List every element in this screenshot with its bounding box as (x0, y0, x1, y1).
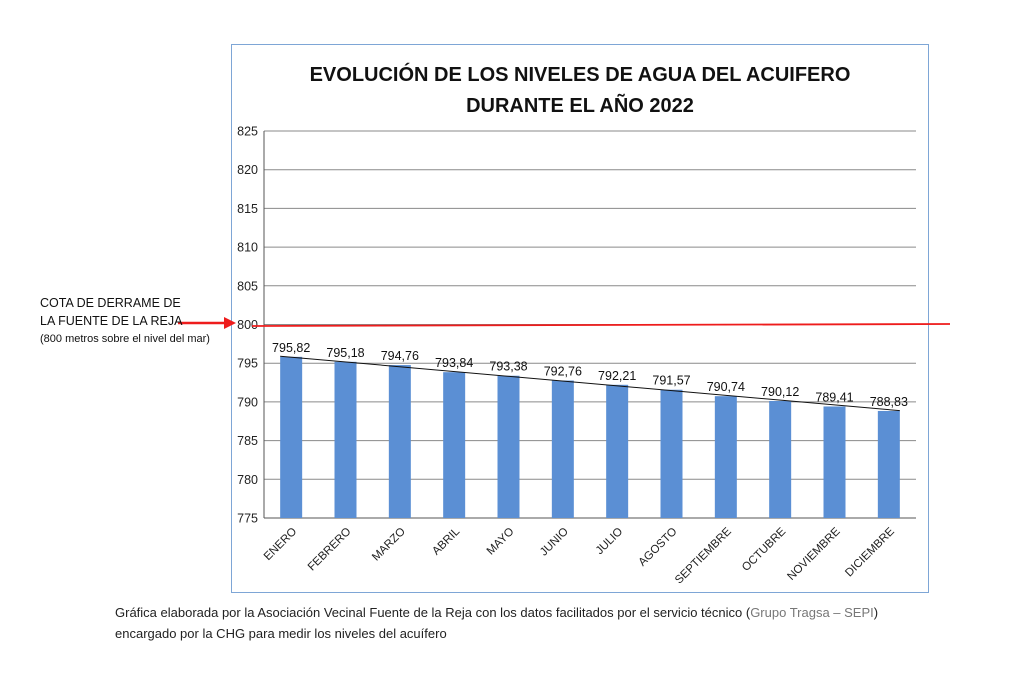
bar (497, 375, 520, 518)
overflow-level-label-line-2: LA FUENTE DE LA REJA (40, 314, 183, 328)
data-label: 790,12 (761, 385, 799, 399)
x-tick-label: ENERO (262, 526, 299, 563)
y-tick-label: 790 (237, 395, 258, 409)
bar (769, 400, 792, 518)
data-label: 790,74 (707, 380, 745, 394)
bar (334, 361, 357, 518)
chart-title-line-1: EVOLUCIÓN DE LOS NIVELES DE AGUA DEL ACU… (309, 64, 851, 86)
data-label: 789,41 (815, 390, 853, 404)
data-label: 795,18 (326, 346, 364, 360)
data-label: 795,82 (272, 341, 310, 355)
x-tick-label: NOVIEMBRE (785, 525, 843, 583)
data-label: 788,83 (870, 395, 908, 409)
x-tick-label: MAYO (485, 526, 517, 558)
y-tick-label: 805 (237, 279, 258, 293)
bar (714, 396, 737, 518)
data-label: 793,84 (435, 356, 473, 370)
y-tick-label: 820 (237, 163, 258, 177)
overflow-level-note: (800 metros sobre el nivel del mar) (40, 333, 210, 345)
caption-text: Gráfica elaborada por la Asociación Veci… (115, 605, 751, 620)
y-tick-label: 825 (237, 125, 258, 139)
y-tick-label: 810 (237, 241, 258, 255)
chart-frame (231, 44, 929, 593)
x-tick-label: SEPTIEMBRE (673, 525, 734, 586)
y-tick-label: 780 (237, 473, 258, 487)
y-tick-label: 775 (237, 512, 258, 526)
data-label: 792,21 (598, 369, 636, 383)
data-label: 792,76 (544, 365, 582, 379)
data-label: 791,57 (652, 374, 690, 388)
bar (280, 356, 303, 518)
bar (443, 372, 466, 518)
chart-title-line-2: DURANTE EL AÑO 2022 (466, 95, 694, 117)
y-tick-label: 785 (237, 434, 258, 448)
bar (660, 389, 683, 518)
data-label: 794,76 (381, 349, 419, 363)
caption-source: Grupo Tragsa – SEPI (750, 605, 874, 620)
bar (388, 365, 411, 518)
y-tick-label: 795 (237, 357, 258, 371)
trendline (280, 355, 900, 412)
bar (606, 384, 629, 518)
x-tick-label: MARZO (370, 526, 408, 564)
x-tick-label: ABRIL (430, 525, 462, 557)
pointer-arrow-icon (224, 317, 236, 329)
y-tick-label: 800 (237, 318, 258, 332)
bar (551, 380, 574, 518)
data-label: 793,38 (489, 360, 527, 374)
x-tick-label: JULIO (594, 526, 626, 558)
x-tick-label: AGOSTO (636, 526, 679, 569)
caption-line-2: encargado por la CHG para medir los nive… (115, 626, 447, 641)
bar (877, 410, 900, 518)
x-tick-label: DICIEMBRE (843, 525, 897, 579)
x-tick-label: FEBRERO (306, 526, 354, 574)
x-tick-label: OCTUBRE (740, 525, 788, 573)
overflow-level-line (251, 323, 951, 327)
overflow-level-label-line-1: COTA DE DERRAME DE (40, 296, 181, 310)
caption-line-1: Gráfica elaborada por la Asociación Veci… (115, 605, 878, 620)
x-tick-label: JUNIO (538, 526, 571, 559)
caption-paren: ) (873, 605, 879, 620)
y-tick-label: 815 (237, 202, 258, 216)
bar (823, 406, 846, 518)
